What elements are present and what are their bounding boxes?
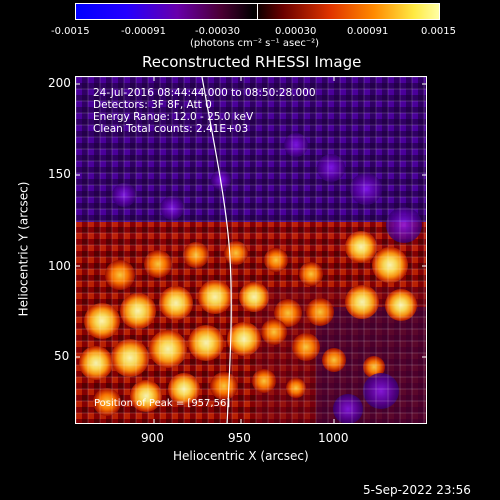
colorbar-tick-neg-00091: -0.00091 [121,26,166,37]
x-tick-1000: 1000 [318,431,349,445]
x-axis-label: Heliocentric X (arcsec) [173,449,309,463]
colorbar-title: (photons cm⁻² s⁻¹ asec⁻²) [190,38,320,49]
limb-curve [201,77,232,423]
clean-total-counts-label: Clean Total counts: 2.41E+03 [93,123,249,135]
colorbar-gradient [75,3,440,20]
y-tick-50: 50 [54,349,70,363]
colorbar-tick-neg-0015: -0.0015 [51,26,90,37]
peak-position-label: Position of Peak = [957,56] [94,398,231,409]
y-axis-label: Heliocentric Y (arcsec) [16,181,31,317]
colorbar-tick-neg-00030: -0.00030 [195,26,240,37]
x-tick-900: 900 [141,431,164,445]
y-axis [0,0,75,500]
colorbar-tick-pos-0015: 0.0015 [421,26,456,37]
x-tick-950: 950 [228,431,251,445]
rhessi-image [76,77,426,423]
colorbar [75,3,440,20]
plot-title: Reconstructed RHESSI Image [142,53,362,71]
y-tick-150: 150 [48,167,71,181]
energy-range-label: Energy Range: 12.0 - 25.0 keV [93,111,254,123]
timestamp: 5-Sep-2022 23:56 [363,483,471,497]
time-range-label: 24-Jul-2016 08:44:44.000 to 08:50:28.000 [93,87,316,99]
y-tick-100: 100 [48,259,71,273]
detectors-label: Detectors: 3F 8F, Att 0 [93,99,212,111]
colorbar-tick-pos-00091: 0.00091 [347,26,389,37]
colorbar-tick-pos-00030: 0.00030 [275,26,317,37]
y-tick-200: 200 [48,76,71,90]
plot-area: 24-Jul-2016 08:44:44.000 to 08:50:28.000… [75,76,427,424]
